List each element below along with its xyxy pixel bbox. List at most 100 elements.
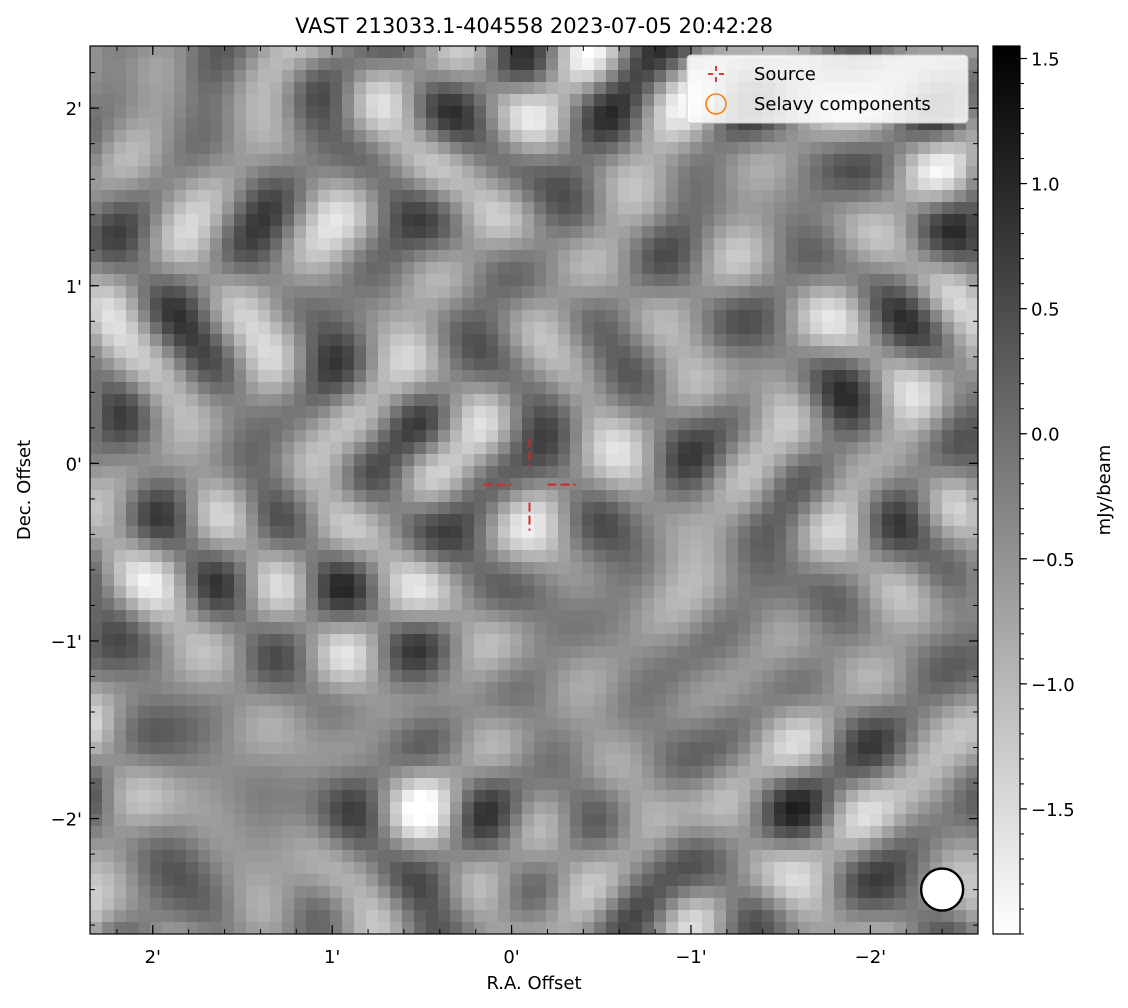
pixel [390, 718, 403, 731]
pixel [474, 478, 487, 491]
pixel [282, 478, 295, 491]
pixel [174, 226, 187, 239]
pixel [198, 214, 211, 227]
pixel [126, 646, 139, 659]
pixel [966, 142, 978, 155]
pixel [678, 730, 691, 743]
pixel [162, 838, 175, 851]
pixel [594, 82, 607, 95]
pixel [882, 766, 895, 779]
pixel [618, 442, 631, 455]
pixel [690, 670, 703, 683]
pixel [618, 658, 631, 671]
pixel [222, 790, 235, 803]
pixel [786, 478, 799, 491]
pixel [858, 598, 871, 611]
pixel [558, 454, 571, 467]
pixel [906, 154, 919, 167]
pixel [366, 226, 379, 239]
pixel [858, 538, 871, 551]
pixel [798, 214, 811, 227]
pixel [942, 214, 955, 227]
pixel [330, 658, 343, 671]
pixel [882, 418, 895, 431]
pixel [138, 622, 151, 635]
pixel [930, 298, 943, 311]
pixel [570, 514, 583, 527]
pixel [570, 178, 583, 191]
pixel [474, 550, 487, 563]
pixel [534, 214, 547, 227]
pixel [318, 742, 331, 755]
pixel [330, 142, 343, 155]
pixel [942, 382, 955, 395]
pixel [426, 466, 439, 479]
pixel [150, 178, 163, 191]
pixel [678, 46, 691, 59]
pixel [702, 490, 715, 503]
pixel [846, 370, 859, 383]
pixel [426, 718, 439, 731]
pixel [654, 310, 667, 323]
pixel [462, 130, 475, 143]
pixel [498, 706, 511, 719]
pixel [894, 586, 907, 599]
pixel [258, 490, 271, 503]
pixel [606, 694, 619, 707]
pixel [438, 70, 451, 83]
pixel [702, 226, 715, 239]
pixel [942, 322, 955, 335]
pixel [102, 442, 115, 455]
pixel [306, 454, 319, 467]
pixel [486, 346, 499, 359]
pixel [114, 670, 127, 683]
pixel [138, 754, 151, 767]
pixel [270, 142, 283, 155]
pixel [354, 682, 367, 695]
pixel [174, 526, 187, 539]
pixel [438, 322, 451, 335]
pixel [498, 94, 511, 107]
pixel [882, 718, 895, 731]
pixel [114, 118, 127, 131]
pixel [678, 298, 691, 311]
pixel [462, 850, 475, 863]
pixel [726, 622, 739, 635]
pixel [690, 742, 703, 755]
pixel [702, 598, 715, 611]
pixel [582, 766, 595, 779]
pixel [678, 742, 691, 755]
pixel [594, 466, 607, 479]
pixel [162, 322, 175, 335]
pixel [822, 394, 835, 407]
pixel [786, 586, 799, 599]
pixel [798, 310, 811, 323]
pixel [306, 478, 319, 491]
pixel [570, 814, 583, 827]
pixel [102, 526, 115, 539]
pixel [858, 214, 871, 227]
pixel [570, 610, 583, 623]
pixel [390, 346, 403, 359]
pixel [462, 334, 475, 347]
pixel [138, 454, 151, 467]
pixel [282, 466, 295, 479]
pixel [630, 586, 643, 599]
pixel [318, 166, 331, 179]
pixel [222, 694, 235, 707]
pixel [702, 214, 715, 227]
pixel [366, 262, 379, 275]
pixel [654, 298, 667, 311]
pixel [90, 142, 103, 155]
pixel [402, 742, 415, 755]
pixel [150, 202, 163, 215]
pixel [342, 430, 355, 443]
pixel [966, 70, 978, 83]
pixel [342, 406, 355, 419]
pixel [966, 706, 978, 719]
pixel [246, 574, 259, 587]
pixel [330, 442, 343, 455]
pixel [366, 274, 379, 287]
pixel [198, 94, 211, 107]
pixel [510, 202, 523, 215]
